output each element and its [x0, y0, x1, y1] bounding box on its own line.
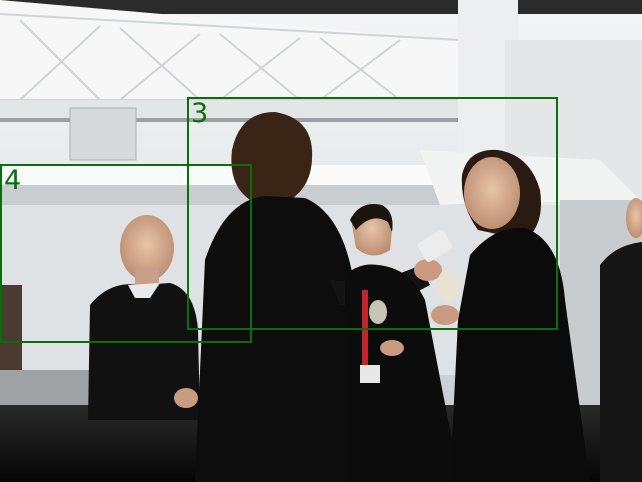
person-bald-man [88, 215, 200, 420]
person-woman-wine [345, 204, 460, 482]
person-dark-hair-woman [431, 149, 590, 482]
person-right-edge [600, 198, 642, 482]
